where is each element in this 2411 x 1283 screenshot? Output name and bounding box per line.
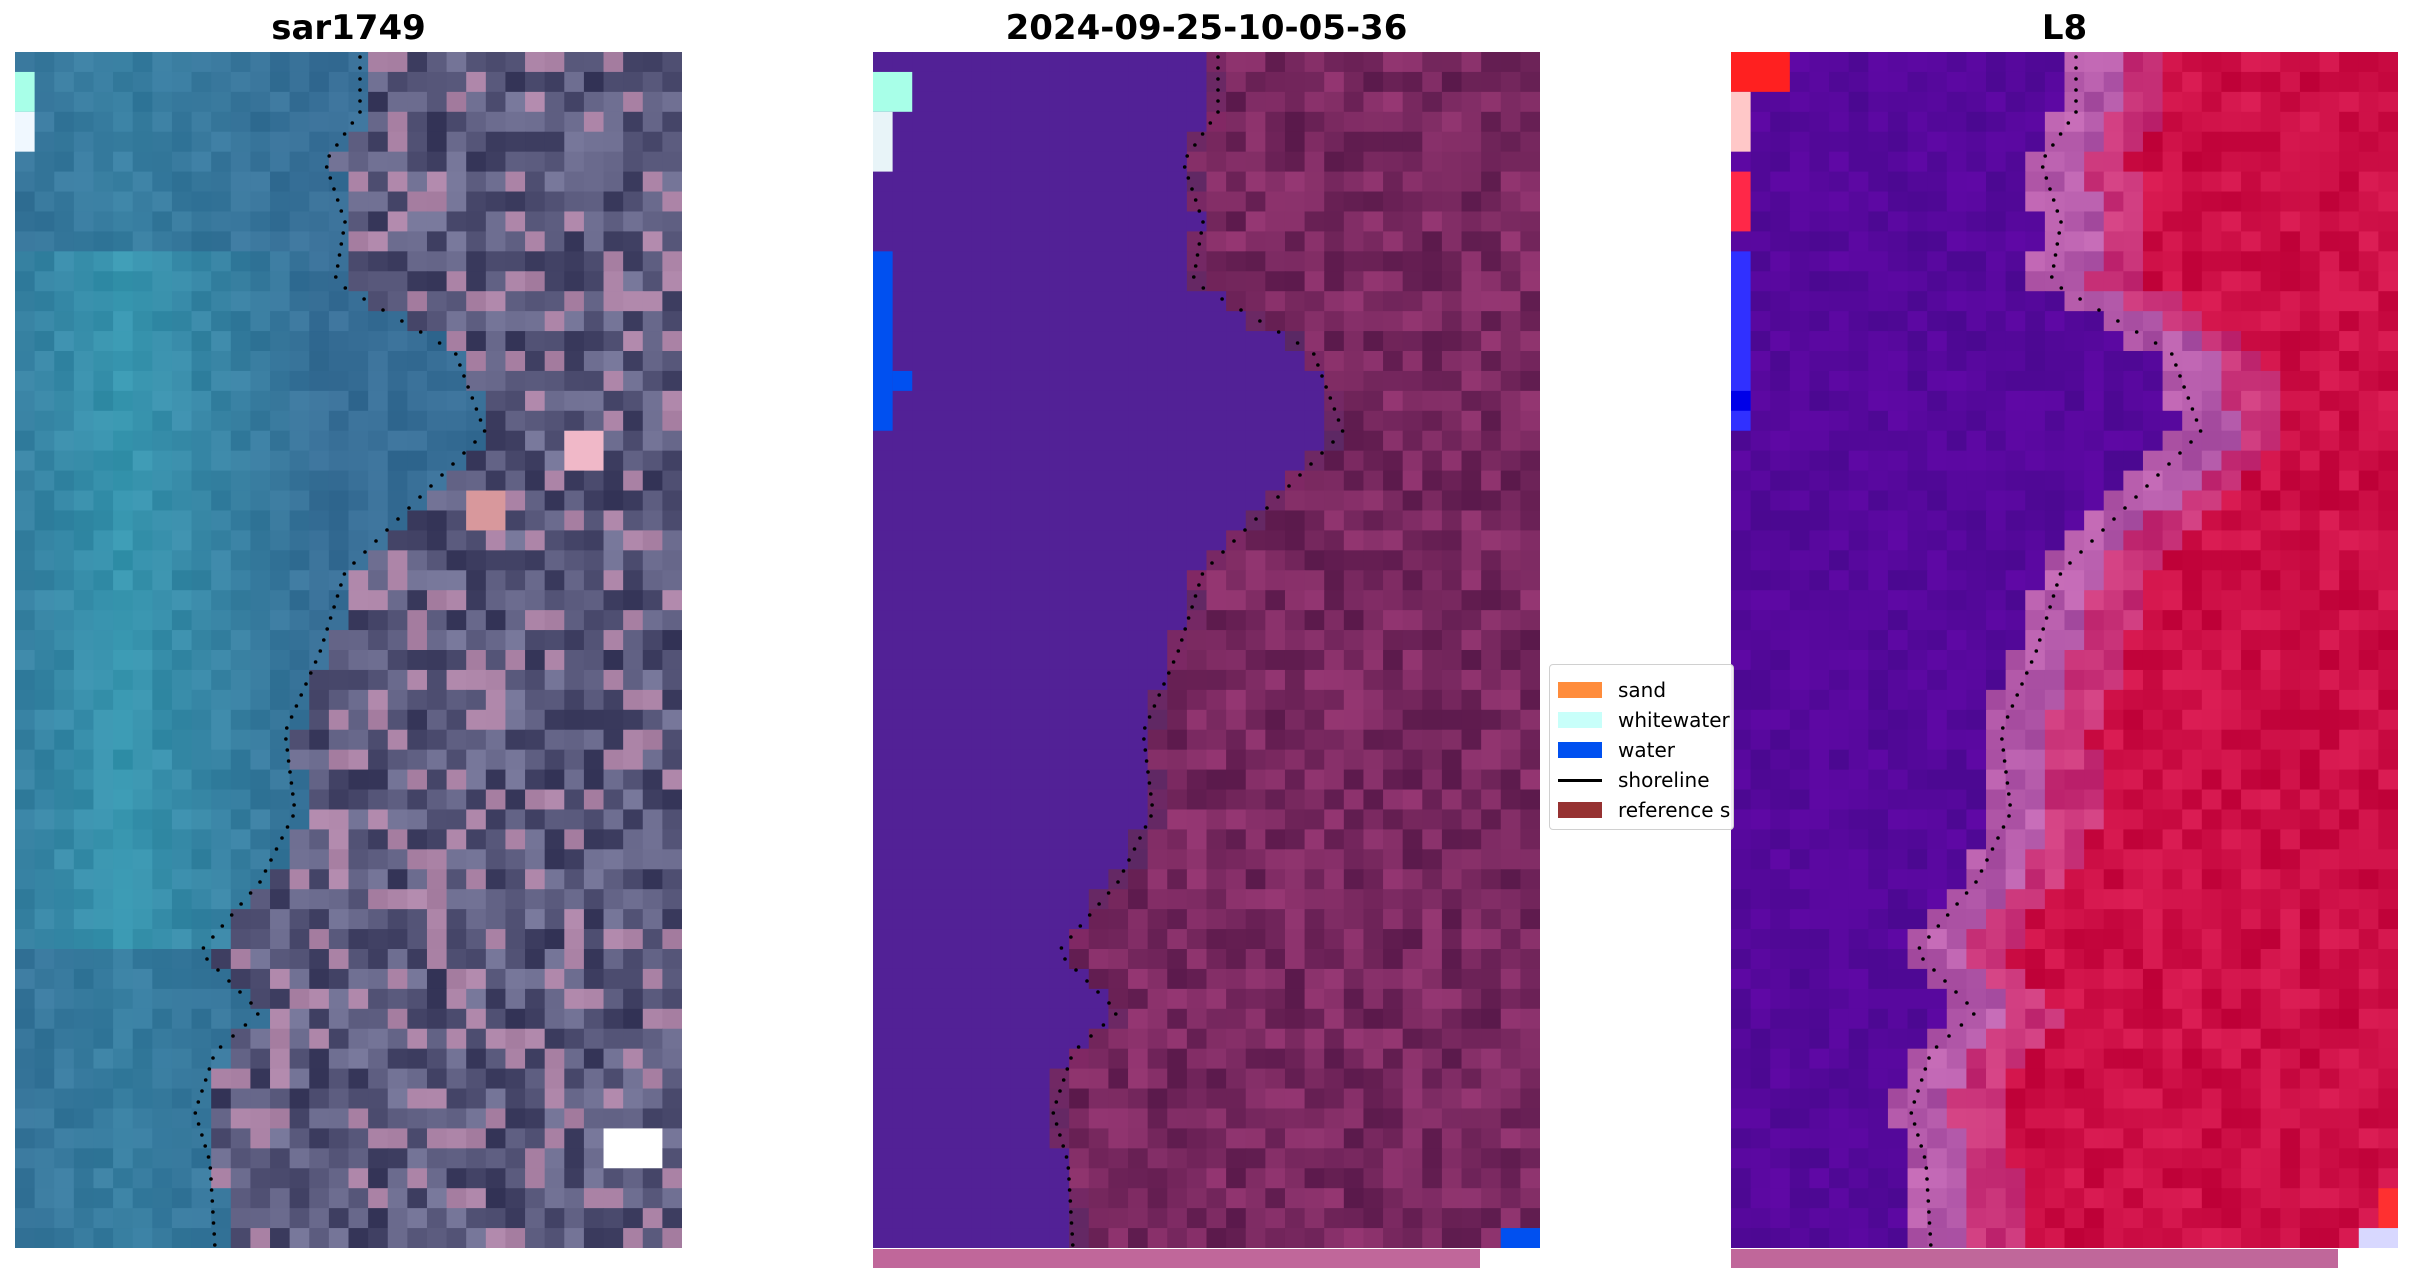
index-progress-bar bbox=[1731, 1249, 2338, 1268]
rgb-image bbox=[15, 52, 682, 1248]
index-image-panel bbox=[1731, 52, 2398, 1248]
legend-label-shoreline: shoreline bbox=[1618, 768, 1710, 792]
whitewater-swatch bbox=[1558, 712, 1602, 728]
classified-image-panel bbox=[873, 52, 1540, 1248]
legend-label-reference: reference s bbox=[1618, 798, 1731, 822]
panel-title-classified: 2024-09-25-10-05-36 bbox=[1005, 8, 1408, 48]
rgb-image-panel bbox=[15, 52, 682, 1248]
legend-label-whitewater: whitewater bbox=[1618, 708, 1730, 732]
classified-image bbox=[873, 52, 1540, 1248]
legend-item-shoreline: shoreline bbox=[1558, 765, 1733, 795]
panel-title-rgb: sar1749 bbox=[271, 8, 426, 48]
legend: sand whitewater water shoreline referenc… bbox=[1549, 664, 1734, 830]
classified-progress-bar bbox=[873, 1249, 1480, 1268]
reference-swatch bbox=[1558, 802, 1602, 818]
legend-item-sand: sand bbox=[1558, 675, 1733, 705]
legend-item-water: water bbox=[1558, 735, 1733, 765]
index-image bbox=[1731, 52, 2398, 1248]
legend-item-reference: reference s bbox=[1558, 795, 1733, 825]
legend-item-whitewater: whitewater bbox=[1558, 705, 1733, 735]
legend-label-sand: sand bbox=[1618, 678, 1667, 702]
shoreline-swatch bbox=[1558, 778, 1602, 782]
sand-swatch bbox=[1558, 682, 1602, 698]
water-swatch bbox=[1558, 742, 1602, 758]
legend-label-water: water bbox=[1618, 738, 1675, 762]
panel-title-index: L8 bbox=[2041, 8, 2088, 48]
